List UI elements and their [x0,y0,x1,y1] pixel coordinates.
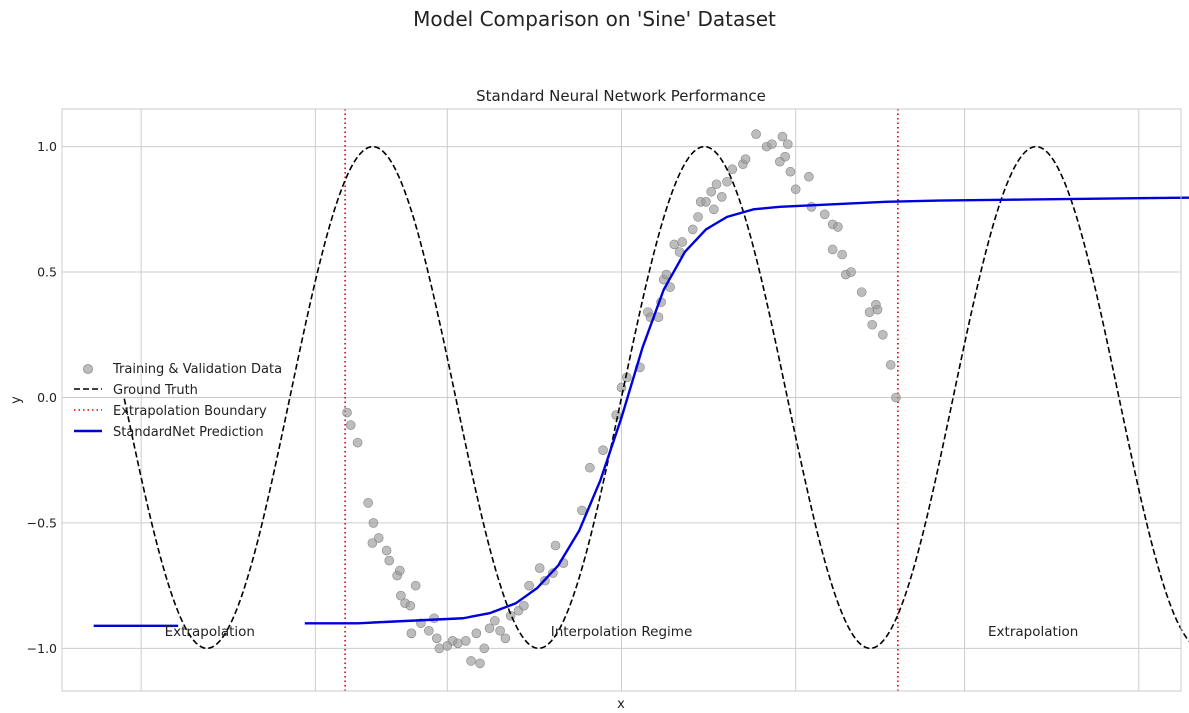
data-point-31 [495,625,505,636]
legend-label-training-data: Training & Validation Data [112,362,282,377]
data-point-8 [384,555,395,566]
data-point-77 [782,139,793,149]
data-point-92 [872,304,883,315]
plot-frame [61,108,1182,692]
data-point-88 [856,287,867,297]
data-point-76 [780,151,790,162]
data-point-36 [524,580,534,591]
data-point-25 [466,656,476,666]
data-point-87 [846,267,856,277]
ground-truth-line [123,145,1189,650]
data-point-32 [500,633,511,644]
data-point-11 [396,590,406,601]
annotation-1: Interpolation Regime [551,624,693,640]
data-point-94 [885,360,896,370]
grid-layer [62,109,1181,691]
data-point-26 [471,628,482,639]
data-point-18 [429,613,439,624]
y-tick-label-0: 1.0 [37,139,57,154]
data-point-56 [669,239,680,250]
x-axis-label: x [617,697,625,712]
annotation-2: Extrapolation [988,624,1078,640]
data-point-5 [367,538,378,548]
annotation-layer: Extrapolation Interpolation Regime Extrapo… [165,624,1079,640]
y-tick-label-1: 0.5 [37,265,57,280]
data-point-89 [864,307,875,317]
data-point-40 [550,540,561,551]
data-point-82 [819,209,830,220]
data-point-81 [806,202,817,212]
data-point-6 [373,533,384,543]
data-point-14 [406,628,417,639]
figure-suptitle: Model Comparison on 'Sine' Dataset [413,7,776,31]
data-point-84 [833,222,843,232]
y-tick-label-3: −0.5 [27,515,57,530]
data-point-20 [434,643,445,654]
data-point-19 [431,633,442,644]
data-point-79 [790,184,801,195]
data-point-59 [687,224,698,235]
y-axis-label: y [9,396,24,404]
data-point-35 [519,600,529,611]
data-point-2 [352,437,363,448]
data-point-95 [891,392,901,403]
data-point-66 [716,192,727,202]
standardnet-prediction-line [93,196,1189,627]
data-point-4 [368,518,379,528]
data-point-42 [577,505,587,516]
axes-title: Standard Neural Network Performance [476,87,766,105]
data-point-28 [479,643,490,654]
data-point-93 [877,329,888,340]
data-point-10 [395,565,405,576]
data-point-0 [342,407,352,418]
data-point-60 [693,212,703,222]
data-point-85 [837,249,847,260]
y-tick-label-4: −1.0 [27,641,57,656]
data-point-43 [585,462,595,473]
data-point-13 [405,600,416,611]
data-point-73 [767,139,777,149]
plot-area: Extrapolation Interpolation Regime Extrapo… [61,108,1189,692]
data-point-64 [709,204,719,215]
data-point-65 [711,179,722,190]
data-point-7 [381,545,392,556]
data-point-24 [460,636,471,646]
data-point-15 [410,580,421,591]
data-point-67 [722,176,732,187]
legend-label-boundary: Extrapolation Boundary [113,404,267,419]
data-point-45 [611,410,622,420]
data-point-80 [804,171,814,182]
data-point-1 [345,420,356,430]
y-tick-labels: 1.0 0.5 0.0 −0.5 −1.0 [27,139,57,656]
data-point-29 [484,623,495,634]
data-point-3 [363,498,373,508]
series-layer [93,129,1189,669]
data-point-90 [867,319,878,330]
y-tick-label-2: 0.0 [37,390,57,405]
data-point-71 [751,129,761,139]
legend: Training & Validation Data Ground Truth … [74,362,282,440]
data-point-62 [701,197,711,207]
data-point-23 [453,638,463,649]
legend-label-ground-truth: Ground Truth [113,383,198,398]
data-point-37 [534,563,545,573]
annotation-0: Extrapolation [165,624,255,640]
data-point-70 [740,154,751,164]
data-point-44 [598,445,608,455]
legend-marker-training-data [83,364,93,374]
data-point-96 [827,244,838,255]
data-point-78 [785,166,796,177]
data-point-63 [706,186,717,197]
data-point-68 [727,164,738,175]
data-point-27 [475,658,485,669]
data-point-75 [777,131,788,142]
data-point-58 [677,237,688,247]
data-point-17 [424,625,434,636]
data-point-30 [490,615,500,626]
legend-label-prediction: StandardNet Prediction [113,425,264,440]
